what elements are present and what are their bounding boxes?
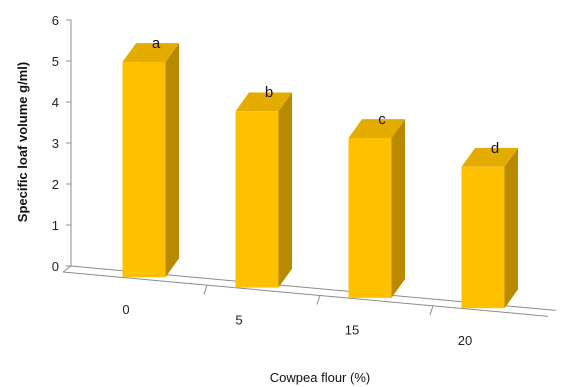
x-axis-line xyxy=(62,271,549,317)
x-axis-title: Cowpea flour (%) xyxy=(270,370,370,385)
bar-top-face xyxy=(122,43,179,62)
bar-top-face xyxy=(348,119,405,138)
bar xyxy=(122,61,166,278)
bar-top-face xyxy=(235,92,292,112)
x-tick-label: 20 xyxy=(458,333,472,348)
bar xyxy=(348,137,392,298)
y-tick-label: 4 xyxy=(52,95,59,110)
floor-left-edge xyxy=(62,265,72,273)
bar xyxy=(461,166,505,309)
bar-side-face xyxy=(278,92,292,288)
x-tick-mark xyxy=(203,285,208,295)
x-tick-label: 15 xyxy=(345,323,359,338)
bar-side-face xyxy=(504,147,518,309)
bar-annotation-label: c xyxy=(378,111,386,128)
y-tick-label: 0 xyxy=(52,259,59,274)
y-tick-label: 1 xyxy=(52,218,59,233)
y-tick-label: 5 xyxy=(52,54,59,69)
x-tick-mark xyxy=(429,305,434,315)
y-tick-label: 6 xyxy=(52,13,59,28)
chart-labels: 0 1 2 3 4 5 6 a 0 b 5 c 15 d 20 xyxy=(52,13,499,348)
x-tick-mark xyxy=(316,295,321,305)
y-axis-title: Specific loaf volume g/ml) xyxy=(15,62,30,222)
bar-side-face xyxy=(165,43,179,278)
bar xyxy=(235,111,279,288)
bar-annotation-label: b xyxy=(265,84,273,101)
x-tick-label: 5 xyxy=(235,312,242,327)
bar-annotation-label: a xyxy=(152,35,161,52)
chart-bars xyxy=(122,43,518,309)
y-tick-label: 2 xyxy=(52,177,59,192)
bar-top-face xyxy=(461,147,518,167)
x-tick-label: 0 xyxy=(122,302,129,317)
bar-side-face xyxy=(391,119,405,298)
bar-annotation-label: d xyxy=(491,140,499,157)
y-tick-label: 3 xyxy=(52,136,59,151)
